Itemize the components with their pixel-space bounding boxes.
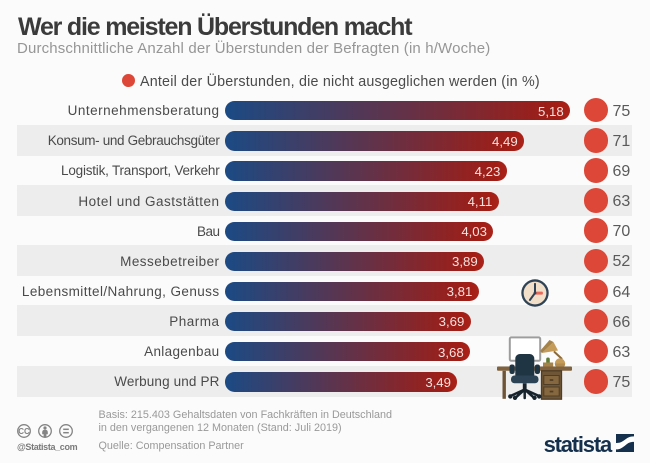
svg-text:CC: CC [18, 427, 30, 436]
